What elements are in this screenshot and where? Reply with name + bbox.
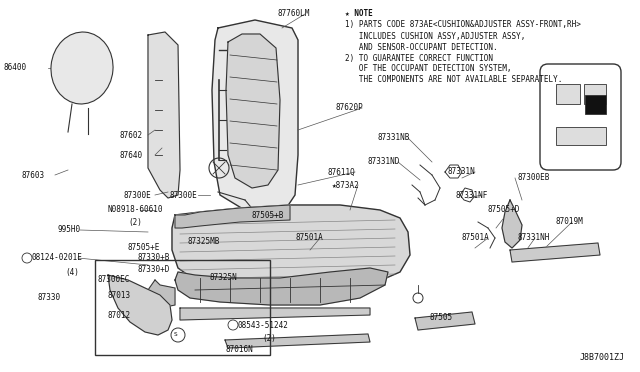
Text: 87300EB: 87300EB [518,173,550,183]
Text: 87611Q: 87611Q [328,167,356,176]
Polygon shape [212,20,298,215]
Text: 87603: 87603 [22,170,45,180]
Text: 87505+E: 87505+E [128,244,161,253]
Text: 87505+B: 87505+B [252,211,284,219]
Text: 1) PARTS CODE 873AE<CUSHION&ADJUSTER ASSY-FRONT,RH>: 1) PARTS CODE 873AE<CUSHION&ADJUSTER ASS… [345,20,581,29]
FancyBboxPatch shape [556,127,606,145]
Text: ★ NOTE: ★ NOTE [345,10,372,19]
FancyBboxPatch shape [556,84,580,104]
Text: THE COMPONENTS ARE NOT AVAILABLE SEPARATELY.: THE COMPONENTS ARE NOT AVAILABLE SEPARAT… [345,76,563,84]
Text: 87013: 87013 [108,291,131,299]
Text: 87331NB: 87331NB [378,134,410,142]
Text: (2): (2) [128,218,142,227]
Polygon shape [415,312,475,330]
Polygon shape [180,308,370,320]
Polygon shape [108,275,172,335]
Polygon shape [225,334,370,348]
Text: 08543-51242: 08543-51242 [238,321,289,330]
Text: 87325MB: 87325MB [188,237,220,247]
Text: 87331NF: 87331NF [455,190,488,199]
Text: 87325N: 87325N [210,273,237,282]
Polygon shape [502,200,522,248]
Polygon shape [175,268,388,305]
Text: 87505: 87505 [430,314,453,323]
FancyBboxPatch shape [584,94,605,113]
Text: 2) TO GUARANTEE CORRECT FUNCTION: 2) TO GUARANTEE CORRECT FUNCTION [345,54,493,62]
Text: 87760LM: 87760LM [278,10,310,19]
Text: 995H0: 995H0 [58,225,81,234]
Text: AND SENSOR-OCCUPANT DETECTION.: AND SENSOR-OCCUPANT DETECTION. [345,42,498,51]
Text: 87505+D: 87505+D [488,205,520,215]
Text: 87330: 87330 [38,294,61,302]
Text: 87330+B: 87330+B [138,253,170,263]
Text: INCLUDES CUSHION ASSY,ADJUSTER ASSY,: INCLUDES CUSHION ASSY,ADJUSTER ASSY, [345,32,525,41]
Text: ★873A2: ★873A2 [332,180,360,189]
Text: 86400: 86400 [4,64,27,73]
Text: 87300EC: 87300EC [98,276,131,285]
Text: OF THE OCCUPANT DETECTION SYSTEM,: OF THE OCCUPANT DETECTION SYSTEM, [345,64,511,74]
Polygon shape [148,280,175,308]
Polygon shape [175,205,290,228]
Text: 87330+D: 87330+D [138,266,170,275]
Text: J8B7001ZJ: J8B7001ZJ [580,353,625,362]
Text: 87019M: 87019M [555,218,583,227]
Text: 87331ND: 87331ND [368,157,401,167]
Text: 87331NH: 87331NH [518,234,550,243]
FancyBboxPatch shape [584,84,606,104]
Text: N08918-60610: N08918-60610 [108,205,163,215]
Text: 08124-0201E: 08124-0201E [32,253,83,263]
Polygon shape [226,34,280,188]
Text: 87620P: 87620P [335,103,363,112]
Text: (2): (2) [262,334,276,343]
Text: 87331N: 87331N [448,167,476,176]
Polygon shape [510,243,600,262]
Text: 87501A: 87501A [462,234,490,243]
Text: 87016N: 87016N [225,346,253,355]
Text: 87300E: 87300E [123,190,151,199]
Text: 87300E: 87300E [170,190,198,199]
Text: (4): (4) [65,267,79,276]
Text: 87501A: 87501A [295,234,323,243]
Text: 87640: 87640 [120,151,143,160]
Ellipse shape [51,32,113,104]
Polygon shape [148,32,180,198]
Text: S: S [173,333,177,337]
Text: 87012: 87012 [108,311,131,320]
Polygon shape [172,205,410,290]
Text: 87602: 87602 [120,131,143,140]
